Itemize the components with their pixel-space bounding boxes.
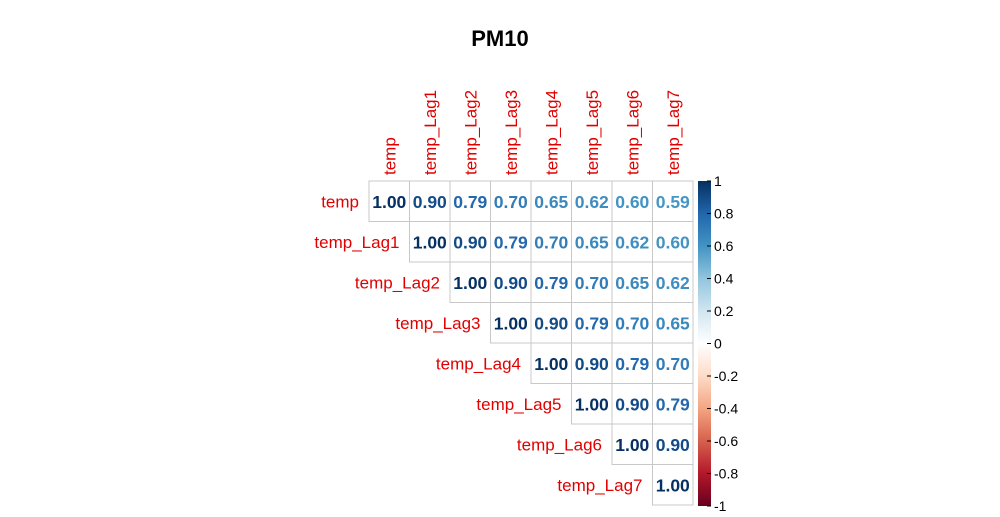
heatmap-cell [611, 261, 653, 303]
heatmap-cell [652, 221, 694, 263]
heatmap-cell [652, 342, 694, 384]
heatmap-cell [611, 180, 653, 222]
heatmap-cell [652, 423, 694, 465]
row-label: temp_Lag4 [436, 354, 521, 373]
heatmap-cell [652, 261, 694, 303]
row-label: temp_Lag6 [517, 435, 602, 454]
cell-value: 0.70 [534, 232, 568, 252]
cell-value: 1.00 [494, 313, 528, 333]
cell-value: 0.79 [656, 394, 690, 414]
cell-value: 0.70 [615, 313, 649, 333]
heatmap-cell [490, 302, 532, 344]
heatmap-cell [449, 261, 491, 303]
column-label: temp_Lag2 [461, 90, 480, 175]
colorbar-tick-label: 0.6 [714, 238, 734, 254]
colorbar-tick-label: 1 [714, 173, 722, 189]
row-label: temp [321, 192, 359, 211]
cell-value: 0.65 [615, 273, 649, 293]
cell-value: 0.79 [615, 354, 649, 374]
cell-value: 0.65 [534, 192, 568, 212]
colorbar-tick-label: 0.4 [714, 271, 734, 287]
row-label: temp_Lag2 [355, 273, 440, 292]
cell-value: 0.90 [494, 273, 528, 293]
cell-value: 0.90 [453, 232, 487, 252]
column-label: temp_Lag4 [542, 90, 561, 175]
chart-title: PM10 [471, 26, 528, 51]
cell-value: 1.00 [615, 435, 649, 455]
cell-value: 0.90 [575, 354, 609, 374]
heatmap-cell [449, 221, 491, 263]
row-labels: temp temp_Lag1 temp_Lag2 temp_Lag3 temp_Lag4… [314, 192, 642, 495]
cell-value: 0.79 [453, 192, 487, 212]
row-label: temp_Lag7 [557, 476, 642, 495]
color-legend: 1 0.8 0.6 0.4 0.2 0 -0.2 -0.4 -0.6 -0.8 -1 [698, 173, 738, 514]
cell-value: 0.90 [615, 394, 649, 414]
heatmap-cell [368, 180, 410, 222]
column-labels: temp temp_Lag1 temp_Lag2 temp_Lag3 temp_Lag4… [380, 90, 683, 175]
cell-value: 0.65 [656, 313, 690, 333]
heatmap-cell [652, 383, 694, 425]
heatmap-cell [652, 302, 694, 344]
colorbar-tick-label: -0.2 [714, 368, 738, 384]
heatmap-cell [611, 342, 653, 384]
cell-value: 0.62 [656, 273, 690, 293]
heatmap-cell [530, 342, 572, 384]
column-label: temp_Lag7 [664, 90, 683, 175]
colorbar-tick-label: -1 [714, 498, 727, 514]
heatmap-cell [652, 464, 694, 506]
heatmap-cell [571, 180, 613, 222]
cell-value: 0.59 [656, 192, 690, 212]
colorbar-tick-label: -0.8 [714, 466, 738, 482]
heatmap-cell [652, 180, 694, 222]
heatmap-cell [571, 302, 613, 344]
cell-value: 0.70 [656, 354, 690, 374]
column-label: temp_Lag6 [623, 90, 642, 175]
column-label: temp_Lag1 [421, 90, 440, 175]
heatmap-cell [490, 261, 532, 303]
heatmap-cell [611, 383, 653, 425]
colorbar-gradient [698, 181, 711, 506]
cell-value: 0.79 [534, 273, 568, 293]
colorbar-tick-label: 0.8 [714, 206, 734, 222]
colorbar-tick-label: 0.2 [714, 303, 734, 319]
cell-value: 0.90 [534, 313, 568, 333]
colorbar-tick-label: -0.4 [714, 401, 738, 417]
cell-value: 1.00 [534, 354, 568, 374]
colorbar-tick-label: 0 [714, 336, 722, 352]
row-label: temp_Lag3 [395, 314, 480, 333]
cell-value: 1.00 [372, 192, 406, 212]
colorbar-tick-label: -0.6 [714, 433, 738, 449]
cell-value: 0.90 [413, 192, 447, 212]
cell-value: 1.00 [453, 273, 487, 293]
cell-value: 1.00 [656, 475, 690, 495]
cell-value: 0.60 [615, 192, 649, 212]
cell-value: 0.60 [656, 232, 690, 252]
row-label: temp_Lag5 [476, 395, 561, 414]
cell-value: 0.79 [575, 313, 609, 333]
cell-value: 0.65 [575, 232, 609, 252]
heatmap-cell [530, 302, 572, 344]
cell-value: 0.79 [494, 232, 528, 252]
cell-value: 0.62 [615, 232, 649, 252]
heatmap-cell [611, 302, 653, 344]
cell-value: 0.62 [575, 192, 609, 212]
column-label: temp [380, 137, 399, 175]
heatmap-cell [409, 221, 451, 263]
cell-value: 1.00 [575, 394, 609, 414]
column-label: temp_Lag3 [502, 90, 521, 175]
heatmap-cells: 1.00 0.90 0.79 0.70 0.65 0.62 0.60 0.59 1.00 0.90… [368, 180, 694, 506]
row-label: temp_Lag1 [314, 233, 399, 252]
cell-value: 1.00 [413, 232, 447, 252]
heatmap-cell [530, 221, 572, 263]
heatmap-cell [571, 383, 613, 425]
cell-value: 0.90 [656, 435, 690, 455]
column-label: temp_Lag5 [583, 90, 602, 175]
heatmap-cell [530, 261, 572, 303]
cell-value: 0.70 [575, 273, 609, 293]
cell-value: 0.70 [494, 192, 528, 212]
heatmap-cell [611, 221, 653, 263]
